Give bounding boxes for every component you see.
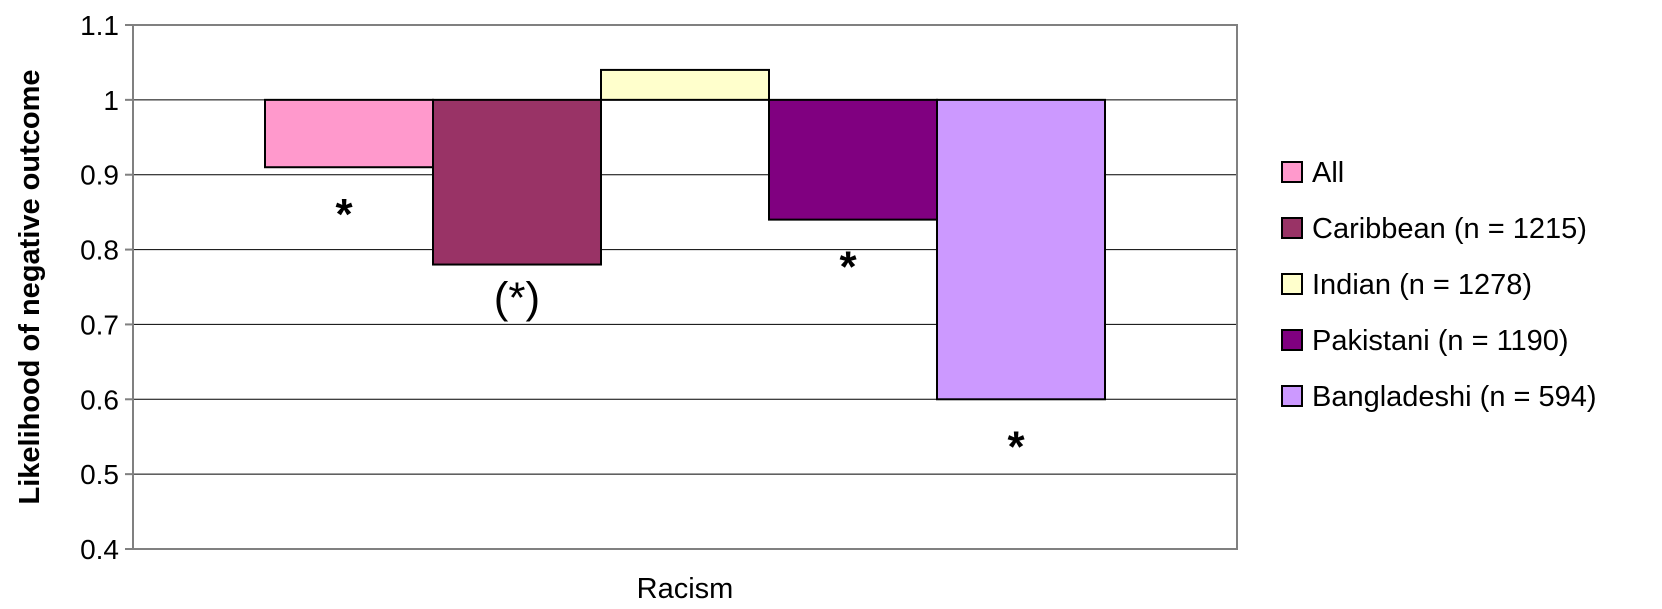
- legend-label: Indian (n = 1278): [1312, 269, 1532, 301]
- bar-bangladeshi: [936, 98, 1106, 401]
- legend-swatch: [1281, 161, 1303, 183]
- legend: All Caribbean (n = 1215) Indian (n = 1278)…: [1281, 157, 1597, 413]
- x-category-label: Racism: [637, 573, 734, 605]
- y-tick-label: 0.7: [80, 309, 119, 340]
- y-tick-label: 0.9: [80, 160, 119, 191]
- legend-label: Bangladeshi (n = 594): [1312, 381, 1597, 413]
- legend-swatch: [1281, 273, 1303, 295]
- y-tick-label: 0.6: [80, 384, 119, 415]
- legend-swatch: [1281, 329, 1303, 351]
- bar-indian: [600, 68, 770, 101]
- legend-swatch: [1281, 217, 1303, 239]
- x-axis-categories: Racism: [637, 573, 734, 605]
- significance-markers: * (*) * *: [335, 190, 1025, 471]
- significance-marker: *: [335, 190, 353, 239]
- legend-label: Pakistani (n = 1190): [1312, 325, 1569, 357]
- legend-swatch: [1281, 385, 1303, 407]
- significance-marker: *: [839, 243, 857, 292]
- y-axis: 0.4 0.5 0.6 0.7 0.8 0.9 1 1.1: [80, 10, 133, 565]
- significance-marker: *: [1007, 422, 1025, 471]
- y-tick-label: 0.4: [80, 534, 119, 565]
- y-axis-label: Likelihood of negative outcome: [14, 69, 46, 504]
- legend-label: All: [1312, 157, 1344, 189]
- legend-label: Caribbean (n = 1215): [1312, 213, 1587, 245]
- y-tick-label: 0.5: [80, 459, 119, 490]
- bar-pakistani: [768, 98, 938, 221]
- bars: [264, 68, 1106, 401]
- significance-marker: (*): [494, 274, 540, 323]
- y-tick-label: 1.1: [80, 10, 119, 41]
- bar-caribbean: [432, 98, 602, 266]
- y-tick-label: 0.8: [80, 235, 119, 266]
- plot-area-border: [132, 24, 1238, 550]
- bar-all: [264, 98, 434, 169]
- y-tick-label: 1: [103, 85, 119, 116]
